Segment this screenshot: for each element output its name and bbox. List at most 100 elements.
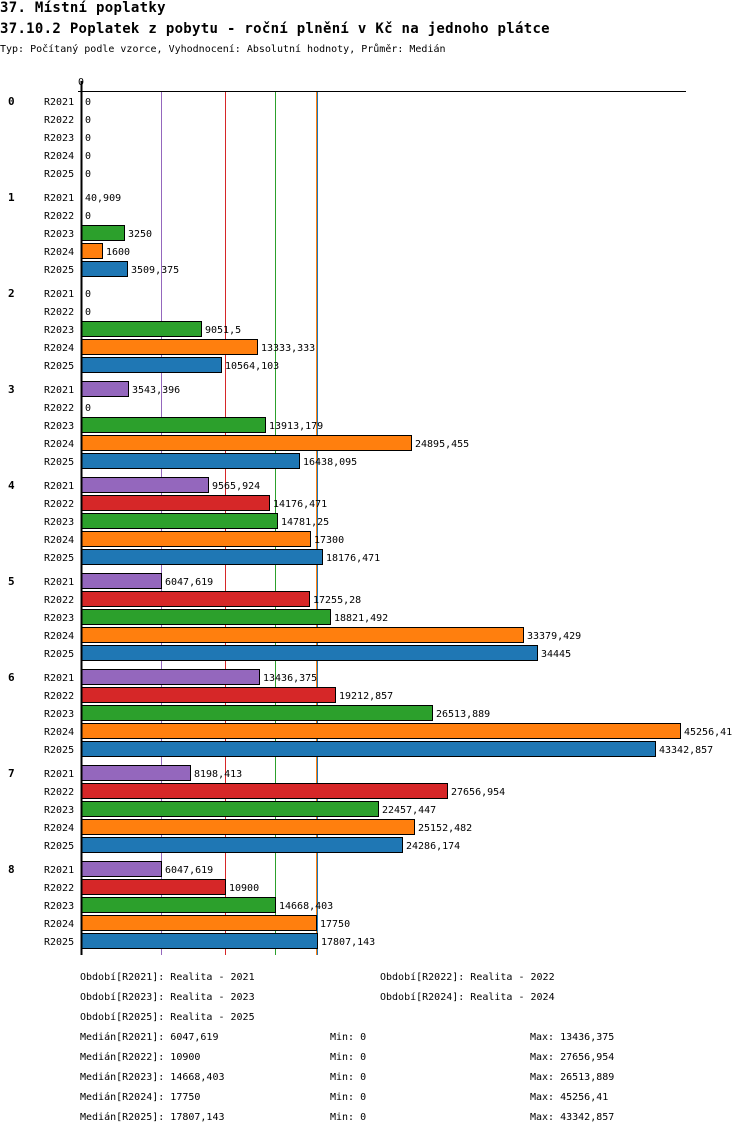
data-label: 14781,25 [281,517,329,528]
data-label: 3509,375 [131,265,179,276]
legend-period-r2024: Období[R2024]: Realita - 2024 [380,992,555,1003]
chart-title: 37.10.2 Poplatek z pobytu - roční plnění… [0,21,550,37]
bar-r2025 [81,357,222,373]
stat-min-r2021: Min: 0 [330,1032,367,1043]
row-label: R2024 [44,823,74,834]
bar-r2023 [81,897,276,913]
data-label: 13436,375 [263,673,317,684]
data-label: 1600 [106,247,130,258]
data-label: 34445 [541,649,571,660]
data-label: 16438,095 [303,457,357,468]
data-label: 9565,924 [212,481,260,492]
bar-r2022 [81,783,448,799]
bar-r2022 [81,687,336,703]
data-label: 27656,954 [451,787,505,798]
data-label: 0 [85,211,91,222]
stat-min-r2024: Min: 0 [330,1092,367,1103]
group-label: 4 [8,479,15,492]
group-label: 3 [8,383,15,396]
row-label: R2023 [44,709,74,720]
data-label: 0 [85,169,91,180]
row-label: R2025 [44,937,74,948]
data-label: 22457,447 [382,805,436,816]
row-label: R2024 [44,631,74,642]
data-label: 10564,103 [225,361,279,372]
bar-r2023 [81,609,331,625]
bar-r2023 [81,705,433,721]
data-label: 40,909 [85,193,121,204]
data-label: 17807,143 [321,937,375,948]
row-label: R2021 [44,193,74,204]
stat-median-r2022: Medián[R2022]: 10900 [80,1052,201,1063]
bar-r2023 [81,321,202,337]
data-label: 14176,471 [273,499,327,510]
bar-r2025 [81,741,656,757]
data-label: 18176,471 [326,553,380,564]
row-label: R2024 [44,727,74,738]
data-label: 6047,619 [165,865,213,876]
row-label: R2025 [44,745,74,756]
bar-r2021 [81,381,129,397]
bar-r2024 [81,627,524,643]
row-label: R2025 [44,457,74,468]
chart-subtitle: Typ: Počítaný podle vzorce, Vyhodnocení:… [0,44,446,55]
data-label: 17300 [314,535,344,546]
stat-median-r2021: Medián[R2021]: 6047,619 [80,1032,219,1043]
data-label: 0 [85,97,91,108]
bar-r2023 [81,225,125,241]
data-label: 19212,857 [339,691,393,702]
row-label: R2025 [44,649,74,660]
row-label: R2022 [44,307,74,318]
group-label: 6 [8,671,15,684]
data-label: 14668,403 [279,901,333,912]
data-label: 6047,619 [165,577,213,588]
bar-r2021 [81,477,209,493]
group-label: 0 [8,95,15,108]
data-label: 8198,413 [194,769,242,780]
data-label: 0 [85,403,91,414]
bar-r2025 [81,453,300,469]
bar-r2021 [81,669,260,685]
row-label: R2025 [44,841,74,852]
row-label: R2024 [44,151,74,162]
bar-r2025 [81,933,318,949]
bar-chart: 00R20210R20220R20230R20240R202501R202140… [8,77,732,955]
bar-r2025 [81,645,538,661]
bar-r2025 [81,837,403,853]
row-label: R2022 [44,115,74,126]
row-label: R2024 [44,343,74,354]
bar-r2024 [81,915,317,931]
bar-r2022 [81,591,310,607]
legend-period-r2022: Období[R2022]: Realita - 2022 [380,972,555,983]
data-label: 10900 [229,883,259,894]
row-label: R2022 [44,787,74,798]
bar-r2023 [81,417,266,433]
bar-r2025 [81,549,323,565]
group-label: 2 [8,287,15,300]
data-label: 24286,174 [406,841,460,852]
bar-r2024 [81,339,258,355]
row-label: R2023 [44,421,74,432]
row-label: R2021 [44,289,74,300]
row-label: R2022 [44,883,74,894]
group-label: 5 [8,575,15,588]
data-label: 0 [85,115,91,126]
row-label: R2021 [44,385,74,396]
row-label: R2023 [44,613,74,624]
row-label: R2022 [44,499,74,510]
bar-r2025 [81,261,128,277]
bar-r2023 [81,801,379,817]
data-label: 3543,396 [132,385,180,396]
stat-max-r2022: Max: 27656,954 [530,1052,615,1063]
bar-r2021 [81,765,191,781]
legend-period-r2021: Období[R2021]: Realita - 2021 [80,972,255,983]
legend-period-r2025: Období[R2025]: Realita - 2025 [80,1012,255,1023]
group-label: 8 [8,863,15,876]
row-label: R2025 [44,169,74,180]
stat-max-r2025: Max: 43342,857 [530,1112,615,1123]
row-label: R2023 [44,517,74,528]
row-label: R2023 [44,325,74,336]
row-label: R2021 [44,481,74,492]
data-label: 13333,333 [261,343,315,354]
stat-median-r2025: Medián[R2025]: 17807,143 [80,1112,225,1123]
